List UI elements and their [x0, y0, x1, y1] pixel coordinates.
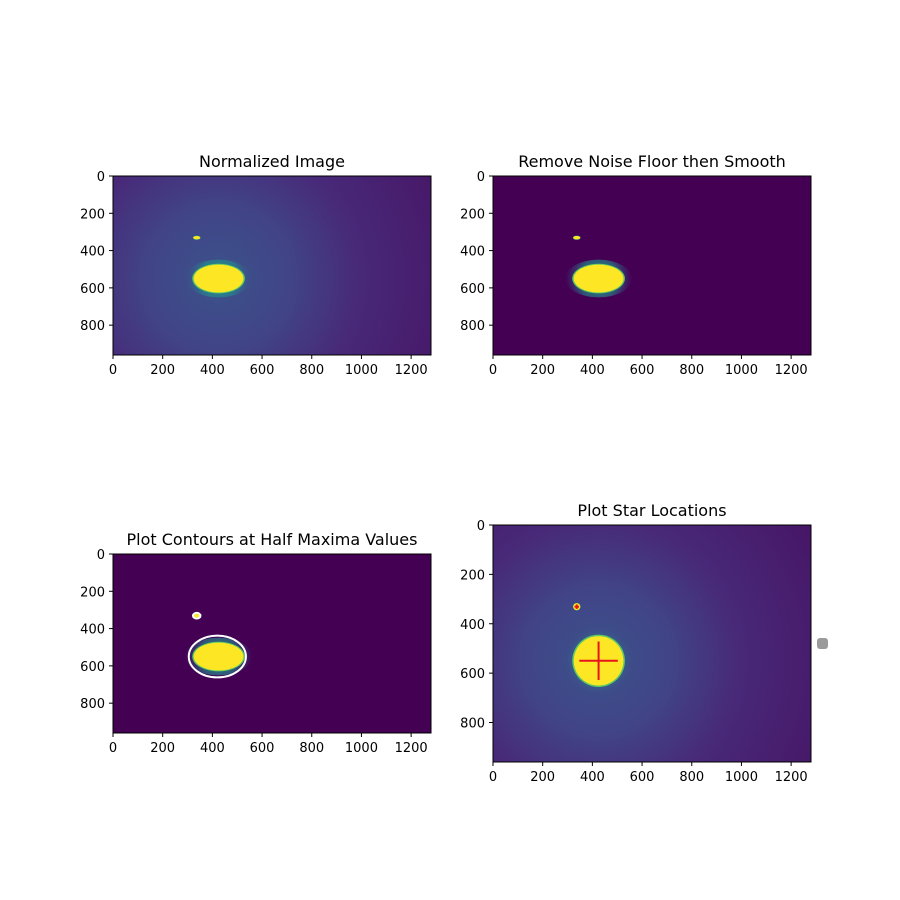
x-tick-label: 1000 — [725, 770, 758, 785]
x-tick-label: 800 — [299, 741, 324, 756]
x-tick-label: 1200 — [775, 363, 808, 378]
image-glow — [493, 525, 811, 762]
x-tick-label: 200 — [530, 363, 555, 378]
x-tick-label: 200 — [150, 363, 175, 378]
y-tick-label: 400 — [80, 245, 105, 260]
x-tick-label: 200 — [530, 770, 555, 785]
y-tick-label: 200 — [80, 207, 105, 222]
image-background — [113, 554, 431, 733]
y-tick-label: 0 — [97, 170, 105, 185]
x-tick-label: 0 — [489, 363, 497, 378]
star-core — [193, 264, 244, 293]
x-tick-label: 800 — [679, 770, 704, 785]
y-tick-label: 400 — [460, 245, 485, 260]
subplot-title: Remove Noise Floor then Smooth — [518, 152, 786, 171]
subplot-2: Remove Noise Floor then Smooth 0 200 400 600… — [460, 152, 812, 378]
subplot-4: Plot Star Locations 0 200 400 600 800 1000 1200… — [460, 501, 812, 785]
y-tick-label: 600 — [80, 660, 105, 675]
subplot-1: Normalized Image 0 200 400 600 800 1000 1200 0 20… — [80, 152, 432, 378]
star-core — [193, 236, 201, 240]
x-tick-label: 400 — [580, 363, 605, 378]
x-tick-label: 0 — [489, 770, 497, 785]
y-tick-label: 0 — [477, 519, 485, 534]
legend-handle[interactable] — [817, 638, 828, 649]
image-glow — [113, 176, 431, 355]
x-tick-label: 800 — [299, 363, 324, 378]
axes-frame — [112, 553, 432, 734]
x-tick-label: 0 — [109, 741, 117, 756]
subplot-title: Plot Contours at Half Maxima Values — [127, 530, 418, 549]
star-core — [193, 642, 244, 671]
y-tick-label: 0 — [97, 548, 105, 563]
y-tick-label: 800 — [460, 319, 485, 334]
x-tick-label: 400 — [580, 770, 605, 785]
x-tick-label: 600 — [630, 770, 655, 785]
y-tick-label: 800 — [460, 717, 485, 732]
y-tick-label: 200 — [460, 568, 485, 583]
x-tick-label: 600 — [250, 741, 275, 756]
image-area — [493, 525, 811, 762]
x-tick-label: 600 — [630, 363, 655, 378]
y-tick-label: 600 — [460, 282, 485, 297]
x-tick-label: 1200 — [395, 741, 428, 756]
axes-frame — [492, 175, 812, 356]
subplot-title: Normalized Image — [199, 152, 345, 171]
x-tick-label: 800 — [679, 363, 704, 378]
x-tick-label: 600 — [250, 363, 275, 378]
x-tick-label: 1000 — [345, 363, 378, 378]
half-max-contour — [187, 634, 247, 679]
axes-frame — [492, 524, 812, 763]
y-tick-label: 200 — [460, 207, 485, 222]
x-tick-label: 1000 — [725, 363, 758, 378]
y-tick-label: 800 — [80, 697, 105, 712]
x-tick-label: 400 — [200, 363, 225, 378]
subplot-3: Plot Contours at Half Maxima Values 0 200 4… — [80, 530, 432, 756]
x-tick-label: 400 — [200, 741, 225, 756]
y-tick-label: 200 — [80, 585, 105, 600]
image-area — [113, 554, 431, 733]
star-location-marker — [579, 641, 618, 681]
star-core — [573, 236, 581, 240]
star-core — [193, 614, 201, 618]
image-background — [493, 176, 811, 355]
y-tick-label: 400 — [80, 623, 105, 638]
y-tick-label: 600 — [80, 282, 105, 297]
image-area — [493, 176, 811, 355]
star-location-marker — [574, 604, 579, 609]
y-tick-label: 800 — [80, 319, 105, 334]
y-tick-label: 0 — [477, 170, 485, 185]
star-core — [573, 264, 624, 293]
y-tick-label: 600 — [460, 667, 485, 682]
x-tick-label: 1200 — [395, 363, 428, 378]
x-tick-label: 1000 — [345, 741, 378, 756]
x-tick-label: 1200 — [775, 770, 808, 785]
y-tick-label: 400 — [460, 618, 485, 633]
x-tick-label: 0 — [109, 363, 117, 378]
axes-frame — [112, 175, 432, 356]
half-max-contour — [191, 611, 202, 620]
x-tick-label: 200 — [150, 741, 175, 756]
image-area — [113, 176, 431, 355]
subplot-title: Plot Star Locations — [577, 501, 726, 520]
